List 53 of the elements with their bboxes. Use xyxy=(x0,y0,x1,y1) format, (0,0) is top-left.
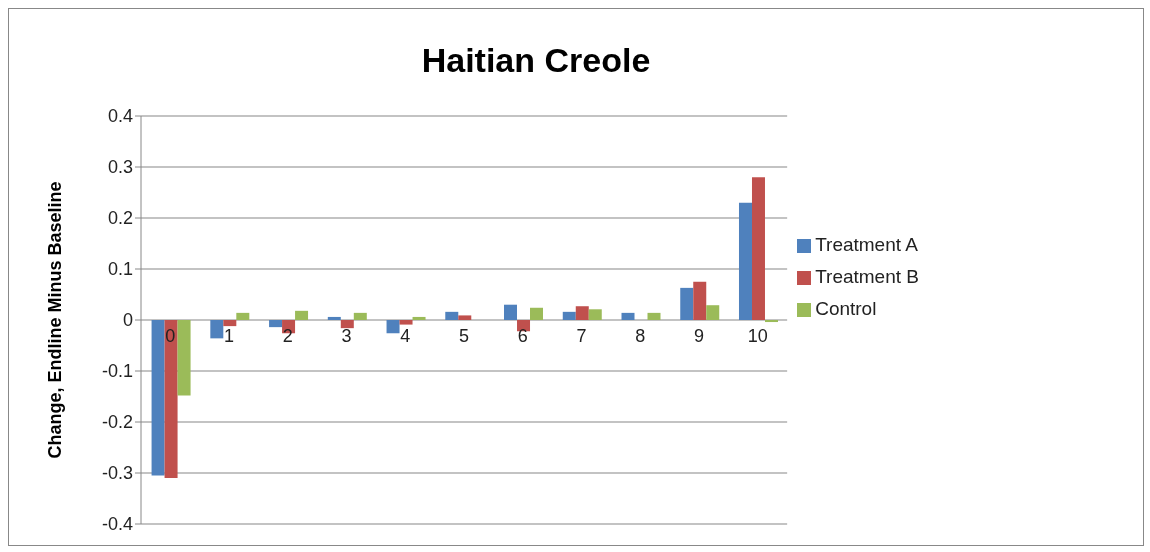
bar xyxy=(530,307,544,320)
bar xyxy=(445,311,459,320)
x-tick-label: 6 xyxy=(517,325,528,346)
bar xyxy=(588,309,602,320)
bar xyxy=(562,311,576,320)
y-tick-label: 0.4 xyxy=(107,106,133,127)
x-tick-label: 4 xyxy=(400,325,411,346)
x-tick-label: 7 xyxy=(576,325,587,346)
bar xyxy=(327,316,341,320)
x-tick-label: 0 xyxy=(165,325,176,346)
bar xyxy=(647,312,661,320)
x-tick-label: 5 xyxy=(459,325,470,346)
legend-label: Control xyxy=(815,298,877,319)
bar xyxy=(340,320,354,329)
x-tick-label: 8 xyxy=(635,325,646,346)
bar xyxy=(223,320,237,327)
bar xyxy=(412,316,426,320)
bar xyxy=(151,320,165,476)
bar xyxy=(386,320,400,334)
bar xyxy=(693,281,707,320)
bar xyxy=(269,320,283,328)
y-tick-label: 0.1 xyxy=(107,259,133,280)
y-tick-label: 0 xyxy=(122,310,133,331)
y-tick-label: 0.3 xyxy=(107,157,133,178)
bar xyxy=(504,304,518,320)
x-tick-label: 3 xyxy=(341,325,352,346)
y-tick-label: -0.2 xyxy=(101,412,133,433)
bar xyxy=(706,305,720,320)
bar xyxy=(353,312,367,320)
x-tick-label: 9 xyxy=(694,325,705,346)
bar xyxy=(164,320,178,479)
bar xyxy=(680,287,694,320)
legend-label: Treatment A xyxy=(815,234,918,255)
bar xyxy=(738,202,752,320)
bar xyxy=(210,320,224,339)
x-tick-label: 10 xyxy=(747,325,768,346)
y-tick-label: -0.4 xyxy=(101,514,133,535)
bar xyxy=(177,320,191,396)
x-tick-label: 1 xyxy=(224,325,235,346)
bar xyxy=(621,312,635,320)
bar xyxy=(751,177,765,320)
bar xyxy=(764,320,778,323)
bar xyxy=(575,306,589,320)
bar xyxy=(236,312,250,320)
legend-label: Treatment B xyxy=(815,266,919,287)
y-tick-label: -0.1 xyxy=(101,361,133,382)
y-tick-label: -0.3 xyxy=(101,463,133,484)
bar xyxy=(399,320,413,325)
y-axis-title: Change, Endline Minus Baseline xyxy=(44,181,66,459)
bar xyxy=(295,310,309,320)
y-tick-label: 0.2 xyxy=(107,208,133,229)
chart-title: Haitian Creole xyxy=(420,41,652,80)
bar xyxy=(458,315,472,320)
